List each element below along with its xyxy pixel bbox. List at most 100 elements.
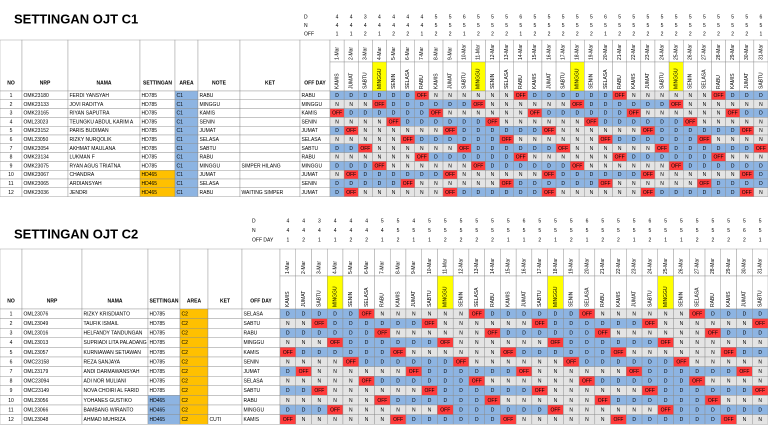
- cell-text: 9: [10, 388, 13, 394]
- shift: N: [604, 128, 608, 134]
- shift: N: [758, 359, 762, 365]
- date-label: 22-Mar: [616, 258, 622, 274]
- shift: N: [335, 155, 339, 161]
- shift: D: [731, 128, 735, 134]
- cell-text: C1: [177, 137, 184, 143]
- shift: D: [745, 163, 749, 169]
- summary-value: 5: [689, 23, 692, 29]
- shift: D: [664, 388, 668, 394]
- shift: D: [381, 350, 385, 356]
- shift: D: [632, 398, 636, 404]
- shift: D: [695, 369, 699, 375]
- shift: N: [759, 137, 763, 143]
- cell: [239, 108, 301, 118]
- shift: N: [406, 128, 410, 134]
- shift: D: [462, 190, 466, 196]
- shift: D: [618, 137, 622, 143]
- shift: OFF: [629, 111, 639, 117]
- shift: N: [302, 379, 306, 385]
- shift: D: [533, 190, 537, 196]
- shift: N: [703, 102, 707, 108]
- cell-text: HD785: [142, 102, 158, 108]
- shift: D: [648, 398, 652, 404]
- summary-value: 1: [760, 31, 763, 37]
- cell-text: HD785: [150, 379, 166, 385]
- summary-value: 2: [449, 31, 452, 37]
- summary-value: 1: [420, 31, 423, 37]
- shift: OFF: [582, 379, 592, 385]
- shift: D: [286, 369, 290, 375]
- shift: D: [318, 311, 322, 317]
- cell-text: SUPRIADI LITA PALADANG: [84, 340, 147, 346]
- shift: N: [434, 146, 438, 152]
- shift: D: [703, 163, 707, 169]
- cell-text: 6: [10, 359, 13, 365]
- cell-text: OML23056: [24, 398, 49, 404]
- weekday-label: JUMAT: [632, 291, 638, 307]
- shift: D: [434, 119, 438, 125]
- summary-value: 4: [302, 218, 305, 224]
- summary-value: 4: [286, 228, 289, 234]
- cell-text: OML23066: [24, 407, 49, 413]
- shift: D: [428, 340, 432, 346]
- shift: D: [462, 128, 466, 134]
- shift: N: [648, 311, 652, 317]
- summary-value: 5: [460, 218, 463, 224]
- date-label: 24-Mar: [647, 258, 653, 274]
- shift: N: [420, 181, 424, 187]
- shift: D: [522, 388, 526, 394]
- summary-value: 1: [381, 237, 384, 243]
- cell-text: BAMBANG WIRANTO: [84, 407, 134, 413]
- shift: D: [743, 388, 747, 394]
- cell-text: HELFANDY TANDUNGAN: [84, 331, 143, 337]
- shift: OFF: [440, 407, 450, 413]
- summary-value: 5: [586, 228, 589, 234]
- shift: N: [533, 137, 537, 143]
- summary-value: 4: [334, 228, 337, 234]
- shift: D: [674, 128, 678, 134]
- shift: OFF: [550, 340, 560, 346]
- cell-text: C2: [182, 388, 189, 394]
- shift: D: [660, 137, 664, 143]
- shift: D: [396, 340, 400, 346]
- summary-value: 5: [397, 218, 400, 224]
- shift: N: [519, 102, 523, 108]
- date-label: 27-Mar: [702, 44, 708, 60]
- shift: D: [286, 388, 290, 394]
- shift: N: [349, 417, 353, 423]
- summary-label: D: [304, 14, 308, 20]
- summary-value: 5: [505, 14, 508, 20]
- shift: D: [428, 417, 432, 423]
- summary-value: 1: [633, 237, 636, 243]
- cell: [207, 347, 243, 358]
- column-header: OFF DAY: [304, 80, 326, 86]
- cell: [207, 385, 243, 396]
- shift: N: [632, 331, 636, 337]
- cell-text: HD785: [150, 340, 166, 346]
- summary-value: 2: [475, 237, 478, 243]
- shift: N: [648, 350, 652, 356]
- shift: D: [533, 93, 537, 99]
- weekday-label: SABTU: [462, 72, 468, 89]
- shift: N: [443, 311, 447, 317]
- cell-text: FERDI YANSYAH: [70, 93, 110, 99]
- cell-text: 12: [8, 417, 14, 423]
- shift: N: [475, 321, 479, 327]
- shift: N: [727, 379, 731, 385]
- shift: D: [759, 172, 763, 178]
- shift: OFF: [615, 93, 625, 99]
- shift: D: [396, 398, 400, 404]
- shift: D: [660, 190, 664, 196]
- shift: N: [585, 417, 589, 423]
- shift: D: [585, 331, 589, 337]
- shift: OFF: [314, 388, 324, 394]
- cell-text: 5: [10, 350, 13, 356]
- shift: N: [554, 417, 558, 423]
- cell: [207, 356, 243, 367]
- summary-value: 2: [647, 31, 650, 37]
- cell-text: OML23016: [24, 331, 49, 337]
- shift: N: [575, 155, 579, 161]
- summary-value: 1: [664, 237, 667, 243]
- summary-value: 5: [689, 14, 692, 20]
- shift: D: [335, 181, 339, 187]
